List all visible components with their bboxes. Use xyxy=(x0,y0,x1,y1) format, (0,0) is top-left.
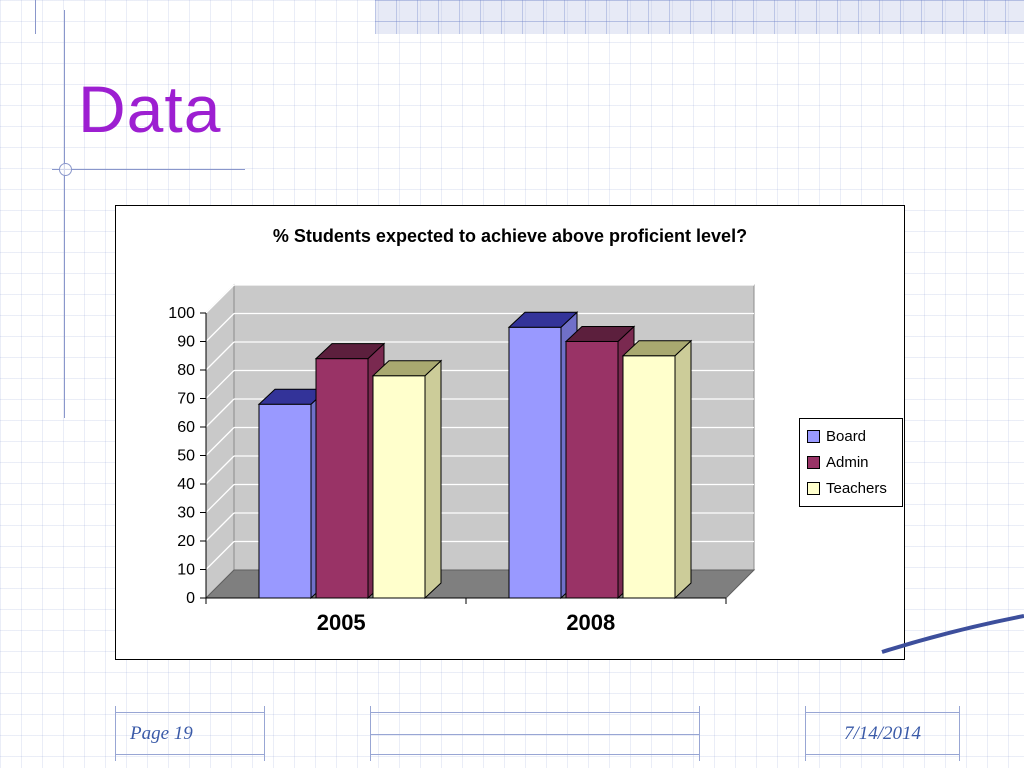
bar-teachers-2008-front xyxy=(622,355,676,599)
slide-date-label: 7/14/2014 xyxy=(843,722,922,744)
legend-swatch-icon xyxy=(807,456,820,469)
left-vertical-rule-decoration xyxy=(64,10,65,418)
bar-teachers-2005-front xyxy=(372,375,426,599)
bar-chart-3d: 0 10 20 30 40 50 60 70 80 90 100 2005 2008 xyxy=(168,283,756,635)
footer-page-box: Page 19 xyxy=(115,706,265,761)
legend-item-board: Board xyxy=(807,428,895,445)
legend-swatch-icon xyxy=(807,430,820,443)
legend-label: Teachers xyxy=(826,480,887,497)
gridline-side xyxy=(205,341,235,371)
gridline-side xyxy=(205,313,235,342)
gridline-side xyxy=(205,370,235,399)
y-tick-label: 100 xyxy=(168,305,195,322)
bar-admin-2008-front xyxy=(565,341,619,599)
bar-teachers-2005-top xyxy=(371,360,443,377)
chart-title: % Students expected to achieve above pro… xyxy=(272,226,748,246)
y-tick-label: 50 xyxy=(177,448,195,465)
gridline-side xyxy=(205,398,235,428)
legend-label: Board xyxy=(826,428,867,445)
top-grid-band-decoration xyxy=(375,0,1024,34)
chart-legend: Board Admin Teachers xyxy=(799,418,903,507)
bar-admin-2005-top xyxy=(314,343,386,360)
footer-center-box xyxy=(370,706,700,761)
y-tick-label: 80 xyxy=(177,362,195,379)
gridline-side xyxy=(205,455,235,485)
category-label: 2005 xyxy=(317,610,366,635)
legend-item-teachers: Teachers xyxy=(807,480,895,497)
footer-date-box: 7/14/2014 xyxy=(805,706,960,761)
top-left-tick-decoration xyxy=(35,0,36,34)
gridline-side xyxy=(205,284,235,314)
chart-container: 0 10 20 30 40 50 60 70 80 90 100 2005 2008 % Student… xyxy=(115,205,905,660)
bar-teachers-2005-side xyxy=(424,359,442,600)
bar-admin-2008-top xyxy=(564,326,636,342)
slide-title: Data xyxy=(78,72,222,146)
bar-admin-2005-front xyxy=(315,358,369,599)
footer-center-midline xyxy=(371,733,699,735)
bar-board-2008-front xyxy=(508,326,562,599)
bar-teachers-2008-top xyxy=(621,340,693,357)
y-tick-label: 10 xyxy=(177,562,195,579)
y-tick-label: 0 xyxy=(186,590,195,607)
gridline-side xyxy=(205,541,235,570)
page-number-label: Page 19 xyxy=(130,722,193,744)
gridline-side xyxy=(205,484,235,513)
y-tick-label: 90 xyxy=(177,334,195,351)
legend-swatch-icon xyxy=(807,482,820,495)
bar-board-2005-front xyxy=(258,403,312,599)
corner-line-decoration xyxy=(881,614,1024,654)
y-tick-label: 20 xyxy=(177,533,195,550)
circle-ornament-icon xyxy=(59,163,72,176)
title-underline xyxy=(52,163,245,176)
bar-board-2008-top xyxy=(507,311,579,328)
gridline-side xyxy=(205,427,235,456)
y-tick-label: 70 xyxy=(177,391,195,408)
y-tick-label: 30 xyxy=(177,505,195,522)
gridline-side xyxy=(205,512,235,542)
legend-item-admin: Admin xyxy=(807,454,895,471)
y-tick-label: 60 xyxy=(177,419,195,436)
category-label: 2008 xyxy=(566,610,615,635)
y-tick-label: 40 xyxy=(177,476,195,493)
legend-label: Admin xyxy=(826,454,869,471)
bar-teachers-2008-side xyxy=(674,339,692,600)
